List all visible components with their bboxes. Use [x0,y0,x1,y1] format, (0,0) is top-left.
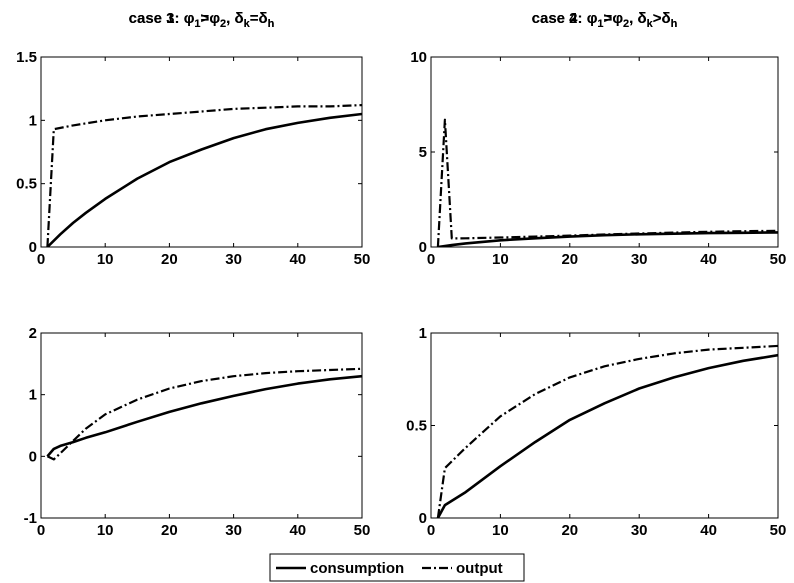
y-tick-label: 2 [29,325,37,342]
x-tick-label: 20 [561,251,578,268]
x-tick-label: 10 [492,251,509,268]
chart-title: case 1: φ1=φ2, δk=δh [129,10,275,30]
chart-title: case 4: φ1>φ2, δk>δh [532,10,678,30]
series-line-output [436,344,778,518]
axes-frame [40,56,363,248]
y-tick-label: 0 [419,239,427,256]
y-tick-label: 10 [410,49,427,66]
series-line-output [46,367,362,461]
y-tick-label: 0 [29,448,37,465]
legend: consumption output [269,553,525,582]
x-tick-label: 10 [97,251,114,268]
legend-label-consumption: consumption [310,560,404,577]
y-tick-label: 1 [29,112,37,129]
x-tick-label: 50 [354,522,371,539]
x-tick-label: 30 [631,522,648,539]
x-tick-label: 0 [37,251,45,268]
y-tick-label: 1.5 [16,49,37,66]
y-tick-label: 1 [419,325,427,342]
x-tick-label: 50 [354,251,371,268]
x-tick-label: 10 [97,522,114,539]
x-tick-label: 10 [492,522,509,539]
axes-frame [40,332,363,519]
axes-frame [430,56,779,248]
axes-frame [430,332,779,519]
legend-box [269,553,525,582]
x-tick-label: 40 [700,522,717,539]
series-line-output [436,118,778,247]
x-tick-label: 40 [289,251,306,268]
x-tick-label: 20 [561,522,578,539]
x-tick-label: 30 [225,522,242,539]
y-tick-label: 5 [419,144,427,161]
y-tick-label: 0 [419,510,427,527]
x-tick-label: 0 [427,251,435,268]
series-line-output [46,104,362,247]
x-tick-label: 20 [161,251,178,268]
panel-1: case 1: φ1=φ2, δk=δh 0 10 20 30 40 50 0 0.5 1 1.5 [16,10,370,268]
series-line-consumption [436,353,778,518]
x-tick-label: 40 [700,251,717,268]
x-tick-label: 0 [37,522,45,539]
y-tick-label: 0.5 [406,418,427,435]
series-line-consumption [437,231,778,247]
x-tick-label: 50 [770,251,787,268]
x-tick-label: 0 [427,522,435,539]
x-tick-label: 30 [225,251,242,268]
legend-label-output: output [456,560,503,577]
x-tick-label: 40 [289,522,306,539]
x-tick-label: 20 [161,522,178,539]
x-tick-label: 30 [631,251,648,268]
y-tick-label: -1 [24,510,37,527]
chart-title: case 2: φ1=φ2, δk>δh [532,10,678,30]
series-line-consumption [46,374,362,458]
y-tick-label: 0.5 [16,176,37,193]
x-tick-label: 50 [770,522,787,539]
series-line-consumption [46,112,362,247]
panel-2: case 2: φ1=φ2, δk>δh 0 10 20 30 40 50 0 5 10 [410,10,786,268]
y-tick-label: 1 [29,387,37,404]
y-tick-label: 0 [29,239,37,256]
chart-title: case 3: φ1>φ2, δk=δh [129,10,275,30]
